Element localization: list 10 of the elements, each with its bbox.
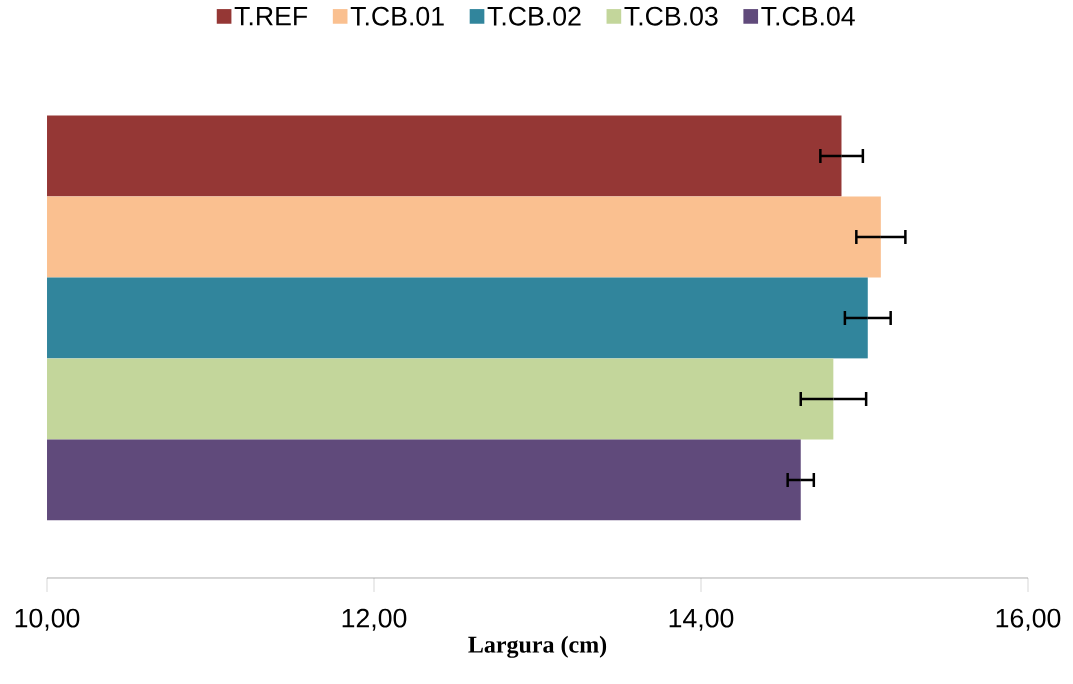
x-tick-label: 12,00 <box>342 608 407 631</box>
x-tick-label: 16,00 <box>996 608 1061 631</box>
legend-label: T.CB.01 <box>350 6 444 26</box>
x-tick-label: 14,00 <box>669 608 734 631</box>
x-axis-title: Largura (cm) <box>468 635 607 658</box>
legend-label: T.REF <box>234 6 308 26</box>
legend-label: T.CB.03 <box>624 6 718 26</box>
legend-label: T.CB.04 <box>761 6 855 26</box>
legend-label: T.CB.02 <box>487 6 581 26</box>
x-tick-label: 10,00 <box>15 608 80 631</box>
